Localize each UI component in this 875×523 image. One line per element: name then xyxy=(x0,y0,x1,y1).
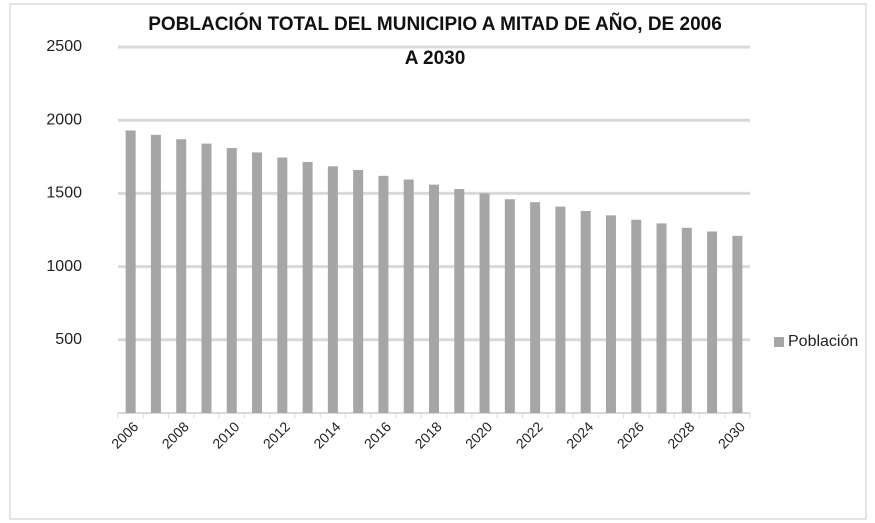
y-tick-label: 1500 xyxy=(46,185,82,202)
x-tick-label: 2010 xyxy=(209,418,242,451)
bar xyxy=(353,169,364,413)
x-tick-label: 2026 xyxy=(614,418,647,451)
y-tick-label: 1000 xyxy=(46,258,82,275)
bar xyxy=(530,202,541,413)
bar xyxy=(580,210,591,413)
bar xyxy=(176,139,187,413)
bar xyxy=(125,130,136,413)
bar xyxy=(732,235,743,413)
bar xyxy=(555,206,566,413)
bar xyxy=(605,215,616,413)
bar xyxy=(656,223,667,413)
bar xyxy=(201,143,212,413)
y-tick-label: 500 xyxy=(55,331,82,348)
bar xyxy=(277,157,288,413)
x-tick-label: 2022 xyxy=(513,418,546,451)
chart-title: POBLACIÓN TOTAL DEL MUNICIPIO A MITAD DE… xyxy=(148,14,722,69)
x-tick-label: 2008 xyxy=(159,418,192,451)
x-tick-label: 2016 xyxy=(361,418,394,451)
legend-swatch xyxy=(774,337,784,347)
chart-frame xyxy=(9,3,867,520)
x-tick-label: 2012 xyxy=(260,418,293,451)
x-tick-label: 2014 xyxy=(310,418,343,451)
x-tick-label: 2028 xyxy=(664,418,697,451)
bar xyxy=(403,179,414,413)
bar xyxy=(504,199,515,413)
x-tick-label: 2024 xyxy=(563,418,596,451)
bar xyxy=(252,152,263,413)
x-tick-label: 2020 xyxy=(462,418,495,451)
bar xyxy=(454,189,465,413)
bar xyxy=(327,166,338,413)
y-tick-label: 2500 xyxy=(46,38,82,55)
x-tick-label: 2030 xyxy=(715,418,748,451)
y-tick-label: 2000 xyxy=(46,111,82,128)
x-tick-label: 2006 xyxy=(108,418,141,451)
bar xyxy=(429,184,439,413)
bar xyxy=(226,148,237,414)
bar xyxy=(479,193,490,413)
legend-label: Población xyxy=(788,333,858,350)
bar xyxy=(150,134,161,413)
bar xyxy=(631,219,642,413)
bar xyxy=(302,161,313,413)
bar xyxy=(707,231,718,413)
bar xyxy=(378,175,389,413)
bar xyxy=(681,227,692,413)
x-tick-label: 2018 xyxy=(411,418,444,451)
